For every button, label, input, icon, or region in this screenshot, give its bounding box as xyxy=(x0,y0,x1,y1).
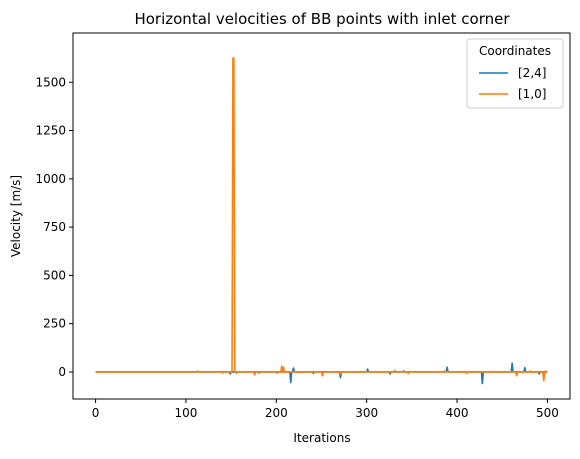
y-axis-title: Velocity [m/s] xyxy=(9,175,23,257)
y-tick-label: 1250 xyxy=(35,124,66,138)
legend-label-series-2: [1,0] xyxy=(518,87,546,101)
x-tick-label: 100 xyxy=(175,406,198,420)
legend-label-series-1: [2,4] xyxy=(518,66,546,80)
legend-title: Coordinates xyxy=(479,44,551,58)
y-tick-label: 500 xyxy=(43,268,66,282)
y-tick-label: 1000 xyxy=(35,172,66,186)
x-tick-label: 0 xyxy=(92,406,100,420)
y-tick-label: 750 xyxy=(43,220,66,234)
series-layer xyxy=(95,57,548,385)
y-tick-label: 250 xyxy=(43,317,66,331)
x-axis-title: Iterations xyxy=(293,431,350,445)
chart-title: Horizontal velocities of BB points with … xyxy=(134,10,510,28)
y-axis: 0 250 500 750 1000 1250 1500 xyxy=(35,75,73,379)
series-line-2 xyxy=(95,57,548,382)
y-tick-label: 1500 xyxy=(35,75,66,89)
plot-area xyxy=(72,32,571,400)
x-axis: 0 100 200 300 400 500 xyxy=(92,399,559,420)
x-tick-label: 300 xyxy=(355,406,378,420)
x-tick-label: 400 xyxy=(446,406,469,420)
legend: Coordinates [2,4] [1,0] xyxy=(466,38,564,109)
plot-frame xyxy=(72,32,571,400)
y-tick-label: 0 xyxy=(58,365,66,379)
x-tick-label: 200 xyxy=(265,406,288,420)
legend-frame xyxy=(466,38,564,109)
x-tick-label: 500 xyxy=(536,406,559,420)
